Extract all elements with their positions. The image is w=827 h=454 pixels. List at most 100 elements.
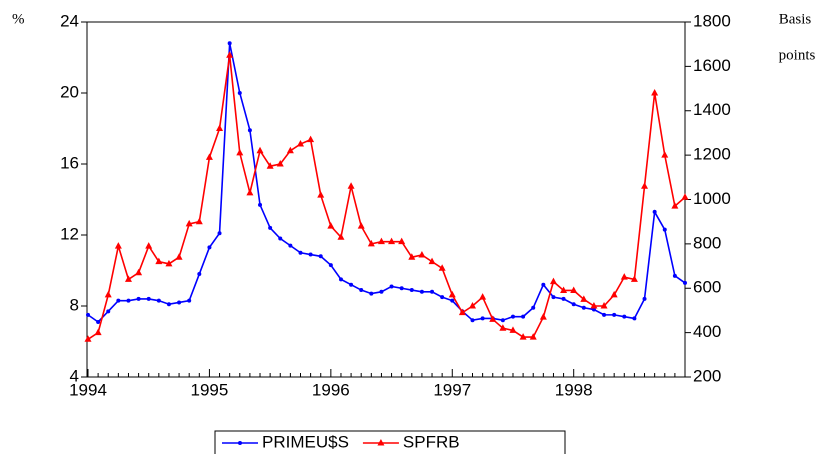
- data-point: [369, 291, 374, 296]
- data-point: [448, 290, 456, 298]
- data-point: [551, 295, 556, 300]
- y2-tick-label: 1000: [693, 189, 731, 208]
- data-point: [328, 263, 333, 268]
- data-point: [419, 289, 424, 294]
- data-point: [106, 309, 111, 314]
- data-point: [388, 237, 396, 245]
- data-point: [96, 319, 101, 324]
- data-point: [620, 273, 628, 280]
- data-point: [217, 231, 222, 236]
- data-point: [529, 333, 537, 340]
- data-point: [256, 146, 264, 154]
- data-point: [389, 284, 394, 289]
- legend-label: PRIMEU$S: [262, 432, 349, 451]
- data-point: [409, 288, 414, 293]
- data-point: [207, 245, 212, 250]
- data-point: [84, 335, 92, 342]
- data-point: [590, 302, 598, 309]
- data-point: [641, 182, 649, 189]
- y-tick-label: 4: [70, 366, 79, 385]
- data-point: [195, 217, 203, 225]
- x-tick-label: 1995: [191, 380, 229, 399]
- data-point: [450, 298, 455, 303]
- y-tick-label: 12: [60, 224, 79, 243]
- data-point: [146, 296, 151, 301]
- data-point: [509, 326, 517, 333]
- data-point: [126, 298, 131, 303]
- data-point: [480, 316, 485, 321]
- y2-tick-label: 1600: [693, 56, 731, 75]
- data-point: [236, 148, 244, 156]
- data-point: [165, 259, 173, 267]
- y-tick-label: 16: [60, 153, 79, 172]
- data-point: [418, 250, 426, 258]
- data-point: [549, 277, 557, 285]
- y2-axis-label: Basis: [779, 11, 812, 27]
- data-point: [683, 280, 687, 285]
- legend-box: [214, 430, 566, 454]
- data-point: [185, 219, 193, 227]
- data-point: [288, 243, 293, 248]
- y2-tick-label: 600: [693, 278, 721, 297]
- data-point: [571, 302, 576, 307]
- data-point: [408, 253, 416, 260]
- data-point: [278, 236, 283, 241]
- data-point: [266, 162, 274, 169]
- data-point: [661, 151, 669, 158]
- data-point: [349, 282, 354, 287]
- data-point: [337, 233, 345, 240]
- data-point: [197, 272, 202, 277]
- data-point: [227, 41, 232, 46]
- data-point: [276, 160, 284, 167]
- data-point: [458, 308, 466, 316]
- legend-label: SPFRB: [403, 432, 460, 451]
- data-point: [317, 191, 325, 198]
- data-point: [652, 209, 657, 214]
- y2-tick-label: 800: [693, 233, 721, 252]
- data-point: [539, 313, 547, 320]
- data-point: [581, 305, 586, 310]
- data-point: [681, 193, 689, 200]
- data-point: [430, 289, 435, 294]
- data-point: [114, 242, 122, 249]
- data-point: [216, 124, 224, 131]
- data-point: [379, 289, 384, 294]
- data-point: [470, 318, 475, 323]
- data-point: [612, 312, 617, 317]
- data-point: [519, 333, 527, 340]
- x-tick-label: 1997: [433, 380, 471, 399]
- data-point: [521, 314, 526, 319]
- data-point: [237, 91, 242, 95]
- data-point: [247, 128, 252, 133]
- y-tick-label: 24: [60, 11, 79, 30]
- y2-tick-label: 400: [693, 322, 721, 341]
- data-point: [135, 268, 143, 276]
- data-point: [318, 254, 323, 259]
- data-point: [367, 239, 375, 247]
- data-point: [602, 312, 607, 317]
- data-point: [469, 302, 477, 309]
- data-point: [440, 295, 445, 300]
- y2-axis-label: points: [779, 47, 816, 63]
- legend-marker: [377, 439, 385, 446]
- data-point: [560, 286, 568, 293]
- data-point: [438, 264, 446, 271]
- data-point: [531, 305, 536, 310]
- data-point: [307, 135, 315, 143]
- data-point: [630, 275, 638, 282]
- legend-marker: [238, 441, 242, 445]
- data-point: [155, 257, 163, 265]
- data-point: [226, 51, 234, 58]
- data-point: [500, 318, 505, 323]
- data-point: [580, 295, 588, 302]
- data-point: [632, 316, 637, 321]
- data-point: [359, 288, 364, 293]
- data-point: [428, 257, 436, 265]
- data-point: [177, 300, 182, 305]
- data-point: [662, 227, 667, 232]
- plot-frame: [86, 21, 686, 378]
- x-tick-label: 1994: [69, 380, 107, 399]
- data-point: [136, 296, 141, 301]
- data-point: [479, 293, 487, 300]
- data-point: [610, 290, 618, 298]
